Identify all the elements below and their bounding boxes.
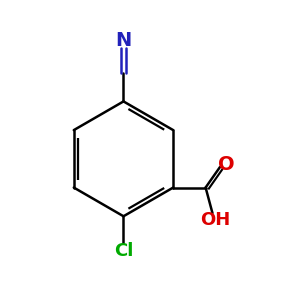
Text: O: O [218, 154, 235, 174]
Text: Cl: Cl [114, 242, 133, 260]
Text: N: N [116, 31, 132, 50]
Text: OH: OH [200, 211, 230, 229]
